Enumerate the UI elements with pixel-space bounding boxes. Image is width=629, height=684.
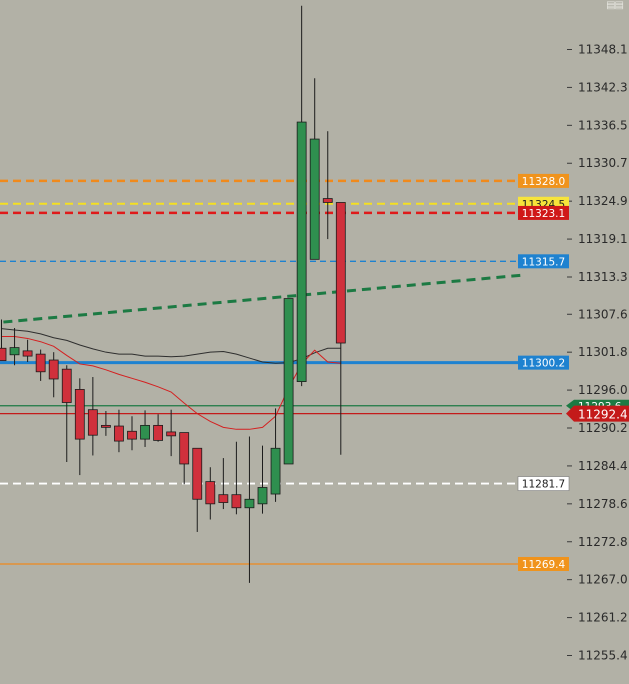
y-tick-label: 11261.2: [578, 611, 628, 625]
candle-down[interactable]: [87, 409, 98, 436]
y-tick-label: 11330.7: [578, 156, 628, 170]
y-tick-label: 11324.9: [578, 194, 628, 208]
candle-down[interactable]: [218, 494, 229, 503]
price-tag-label: 11323.1: [522, 208, 565, 220]
price-tag-label: 11328.0: [522, 176, 565, 188]
y-tick-label: 11284.4: [578, 459, 628, 473]
candle-down[interactable]: [179, 432, 190, 465]
price-tag-bg: [517, 476, 570, 491]
price-tag-bg: [518, 355, 569, 370]
price-tag-label: 11281.7: [522, 479, 565, 491]
candle-down[interactable]: [61, 368, 72, 403]
candle-up[interactable]: [9, 347, 20, 356]
candle-down[interactable]: [48, 359, 59, 380]
candle-down[interactable]: [231, 494, 242, 509]
current-price-tag: [566, 405, 629, 422]
price-tag-bg: [518, 173, 569, 188]
price-tag-label: 11300.2: [522, 358, 565, 370]
candle-down[interactable]: [114, 425, 124, 442]
candle-down[interactable]: [192, 447, 203, 500]
candle-up[interactable]: [283, 298, 294, 465]
candle-down[interactable]: [322, 198, 333, 203]
price-tag-bg: [518, 254, 569, 269]
current-price-label: 11292.4: [578, 408, 628, 422]
candle-down[interactable]: [153, 424, 164, 441]
y-tick-label: 11342.3: [578, 80, 628, 94]
restore-window-icon[interactable]: ▤▤: [606, 0, 624, 11]
y-tick-label: 11307.6: [578, 307, 628, 321]
y-tick-label: 11272.8: [578, 535, 628, 549]
y-tick-label: 11267.0: [578, 573, 628, 587]
price-tag-bg: [518, 556, 569, 571]
candle-down[interactable]: [166, 431, 177, 437]
candle-up[interactable]: [296, 121, 307, 382]
candle-up[interactable]: [257, 487, 268, 505]
candle-down[interactable]: [22, 350, 33, 357]
candle-down[interactable]: [127, 430, 137, 440]
price-tag-label: 11269.4: [522, 559, 566, 571]
candle-down[interactable]: [101, 424, 111, 428]
price-tag-label: 11315.7: [522, 256, 565, 268]
y-tick-label: 11348.1: [578, 43, 628, 57]
candle-up[interactable]: [244, 498, 255, 509]
y-tick-label: 11313.3: [578, 270, 628, 284]
candle-up[interactable]: [140, 424, 150, 440]
candle-down[interactable]: [335, 202, 346, 344]
trendline: [0, 273, 524, 324]
y-tick-label: 11301.8: [578, 345, 628, 359]
candle-up[interactable]: [270, 447, 281, 495]
y-tick-label: 11255.4: [578, 649, 628, 663]
candle-down[interactable]: [74, 389, 85, 440]
y-tick-label: 11319.1: [578, 232, 628, 246]
candle-up[interactable]: [309, 138, 320, 260]
candle-down[interactable]: [35, 353, 46, 373]
y-tick-label: 11336.5: [578, 118, 628, 132]
y-tick-label: 11290.2: [578, 421, 628, 435]
y-tick-label: 11278.6: [578, 497, 628, 511]
candle-down[interactable]: [205, 481, 216, 505]
price-tag-bg: [518, 205, 569, 220]
y-tick-label: 11296.0: [578, 383, 628, 397]
candle-down[interactable]: [0, 347, 7, 362]
